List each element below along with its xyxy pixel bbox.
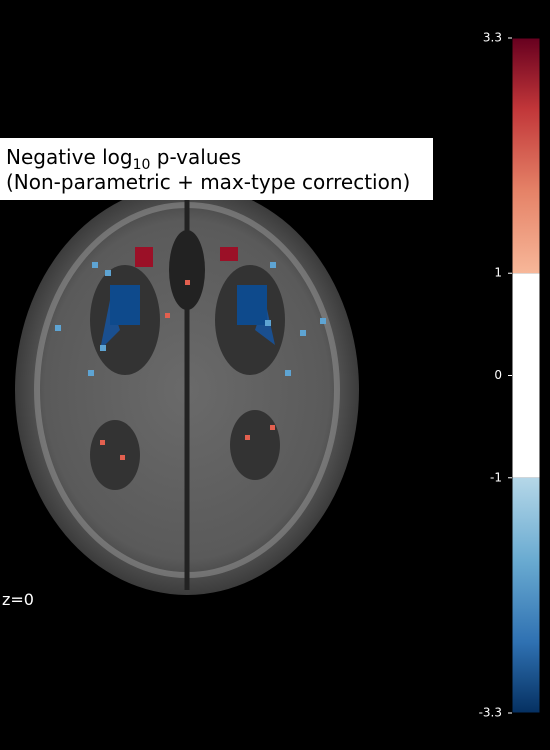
title-line2: (Non-parametric + max-type correction)	[6, 170, 410, 194]
title-text: p-values	[150, 145, 241, 169]
cut-label: z=0	[2, 590, 34, 609]
title-line1: Negative log10 p-values	[6, 145, 241, 173]
title-text: Negative log	[6, 145, 133, 169]
colorbar-tick-label: 3.3	[483, 31, 502, 45]
colorbar: -3.3 -1 0 1 3.3	[479, 31, 541, 720]
title-subscript: 10	[133, 157, 151, 173]
colorbar-tick-label: 0	[494, 368, 502, 382]
title-box	[0, 138, 433, 200]
colorbar-tick-label: 1	[494, 266, 502, 280]
colorbar-threshold-band	[512, 273, 540, 478]
colorbar-tick-label: -3.3	[479, 706, 502, 720]
brain-slice	[15, 185, 359, 595]
colorbar-negative	[512, 477, 540, 713]
colorbar-positive	[512, 38, 540, 274]
colorbar-tick-label: -1	[490, 470, 502, 484]
